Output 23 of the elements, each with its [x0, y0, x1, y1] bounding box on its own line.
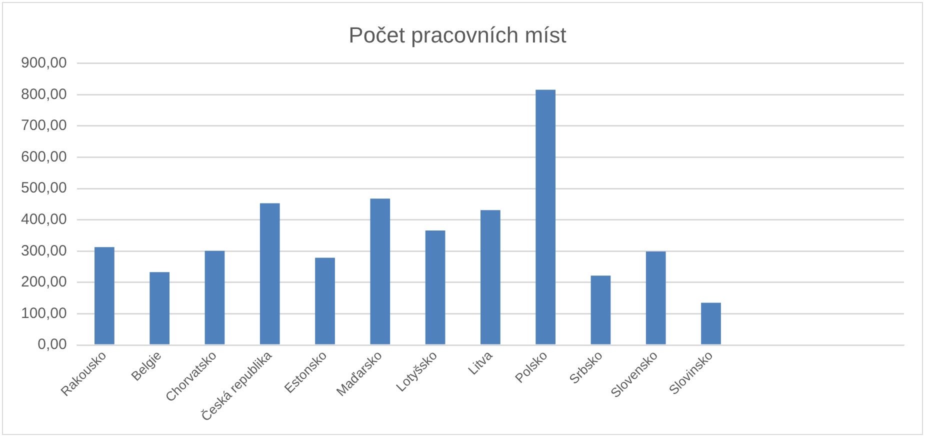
y-tick-label: 900,00: [20, 54, 67, 72]
y-tick-label: 700,00: [20, 117, 67, 134]
bar: [94, 247, 114, 344]
bar: [425, 230, 446, 344]
y-tick-label: 500,00: [20, 180, 67, 197]
y-tick-label: 100,00: [20, 304, 67, 322]
y-tick-label: 600,00: [20, 148, 67, 166]
chart-title: Počet pracovních míst: [348, 22, 566, 48]
y-tick-label: 300,00: [20, 242, 67, 260]
bar: [480, 210, 500, 344]
bar: [370, 198, 390, 344]
y-tick-label: 800,00: [20, 86, 67, 103]
y-tick-label: 400,00: [20, 211, 67, 228]
bar: [701, 302, 721, 344]
y-tick-label: 200,00: [20, 274, 67, 291]
bar: [315, 258, 335, 344]
bar: [150, 272, 170, 344]
bar: [590, 276, 611, 344]
y-tick-label: 0,00: [38, 336, 67, 354]
bar: [536, 90, 556, 344]
bar: [260, 203, 280, 344]
bar: [646, 251, 666, 344]
bar: [204, 250, 225, 344]
